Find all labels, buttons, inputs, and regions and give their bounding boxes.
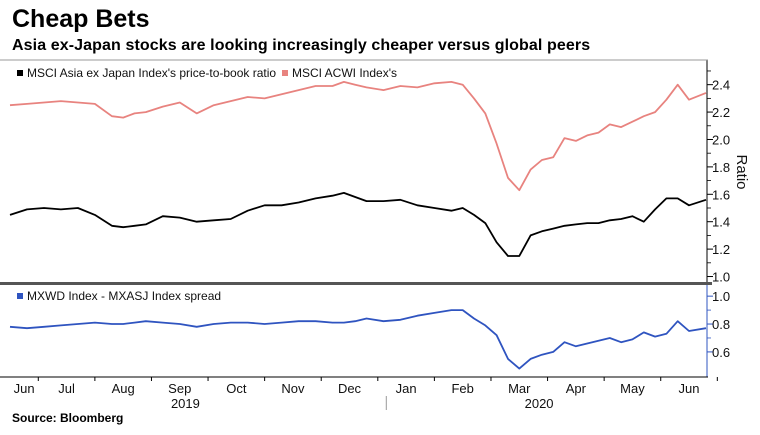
x-tick-label: Aug	[112, 381, 135, 396]
x-tick-label: Jul	[58, 381, 75, 396]
y-axis-label: Ratio	[733, 154, 750, 189]
series-layer	[0, 59, 712, 370]
x-tick-label: Sep	[168, 381, 191, 396]
x-tick-label: Mar	[508, 381, 531, 396]
lower-y-tick-label: 0.6	[712, 345, 730, 360]
x-tick-label: May	[620, 381, 645, 396]
x-year-label: 2019	[171, 396, 200, 411]
series-line-acwi	[9, 81, 707, 192]
source-note: Source: Bloomberg	[12, 411, 124, 425]
upper-legend: MSCI Asia ex Japan Index's price-to-book…	[17, 66, 397, 80]
upper-y-tick-label: 2.0	[712, 132, 730, 147]
chart-subtitle: Asia ex-Japan stocks are looking increas…	[12, 37, 591, 54]
x-year-label: 2020	[525, 396, 554, 411]
series-line-asia-ex-japan	[9, 192, 707, 257]
legend-swatch-asia	[17, 70, 23, 76]
legend-swatch-spread	[17, 293, 23, 299]
upper-y-tick-label: 1.8	[712, 160, 730, 175]
upper-y-tick-label: 2.2	[712, 105, 730, 120]
legend-swatch-acwi	[282, 70, 288, 76]
upper-y-axis: 1.0 1.2 1.4 1.6 1.8 2.0 2.2 2.4	[706, 60, 730, 285]
lower-y-tick-label: 1.0	[712, 289, 730, 304]
x-tick-label: Oct	[226, 381, 247, 396]
upper-y-tick-label: 2.4	[712, 78, 730, 93]
x-tick-label: Dec	[338, 381, 362, 396]
legend-label-spread: MXWD Index - MXASJ Index spread	[27, 289, 221, 303]
lower-y-tick-label: 0.8	[712, 317, 730, 332]
x-tick-label: Feb	[451, 381, 473, 396]
chart-title: Cheap Bets	[12, 5, 150, 33]
upper-y-tick-label: 1.0	[712, 270, 730, 285]
x-tick-label: Jun	[679, 381, 700, 396]
x-tick-label: Jun	[14, 381, 35, 396]
x-axis: Jun Jul Aug Sep Oct Nov Dec Jan Feb Mar Apr May Jun 2…	[0, 376, 718, 411]
upper-y-tick-label: 1.4	[712, 215, 730, 230]
upper-y-tick-label: 1.2	[712, 242, 730, 257]
x-tick-label: Jan	[396, 381, 417, 396]
legend-label-asia: MSCI Asia ex Japan Index's price-to-book…	[27, 66, 276, 80]
x-tick-label: Apr	[566, 381, 587, 396]
legend-label-acwi: MSCI ACWI Index's	[292, 66, 397, 80]
series-line-spread	[9, 309, 707, 370]
lower-legend: MXWD Index - MXASJ Index spread	[17, 289, 221, 303]
panel-divider	[0, 282, 712, 285]
lower-y-axis: 0.6 0.8 1.0	[706, 285, 730, 377]
x-tick-label: Nov	[281, 381, 305, 396]
upper-y-tick-label: 1.6	[712, 187, 730, 202]
